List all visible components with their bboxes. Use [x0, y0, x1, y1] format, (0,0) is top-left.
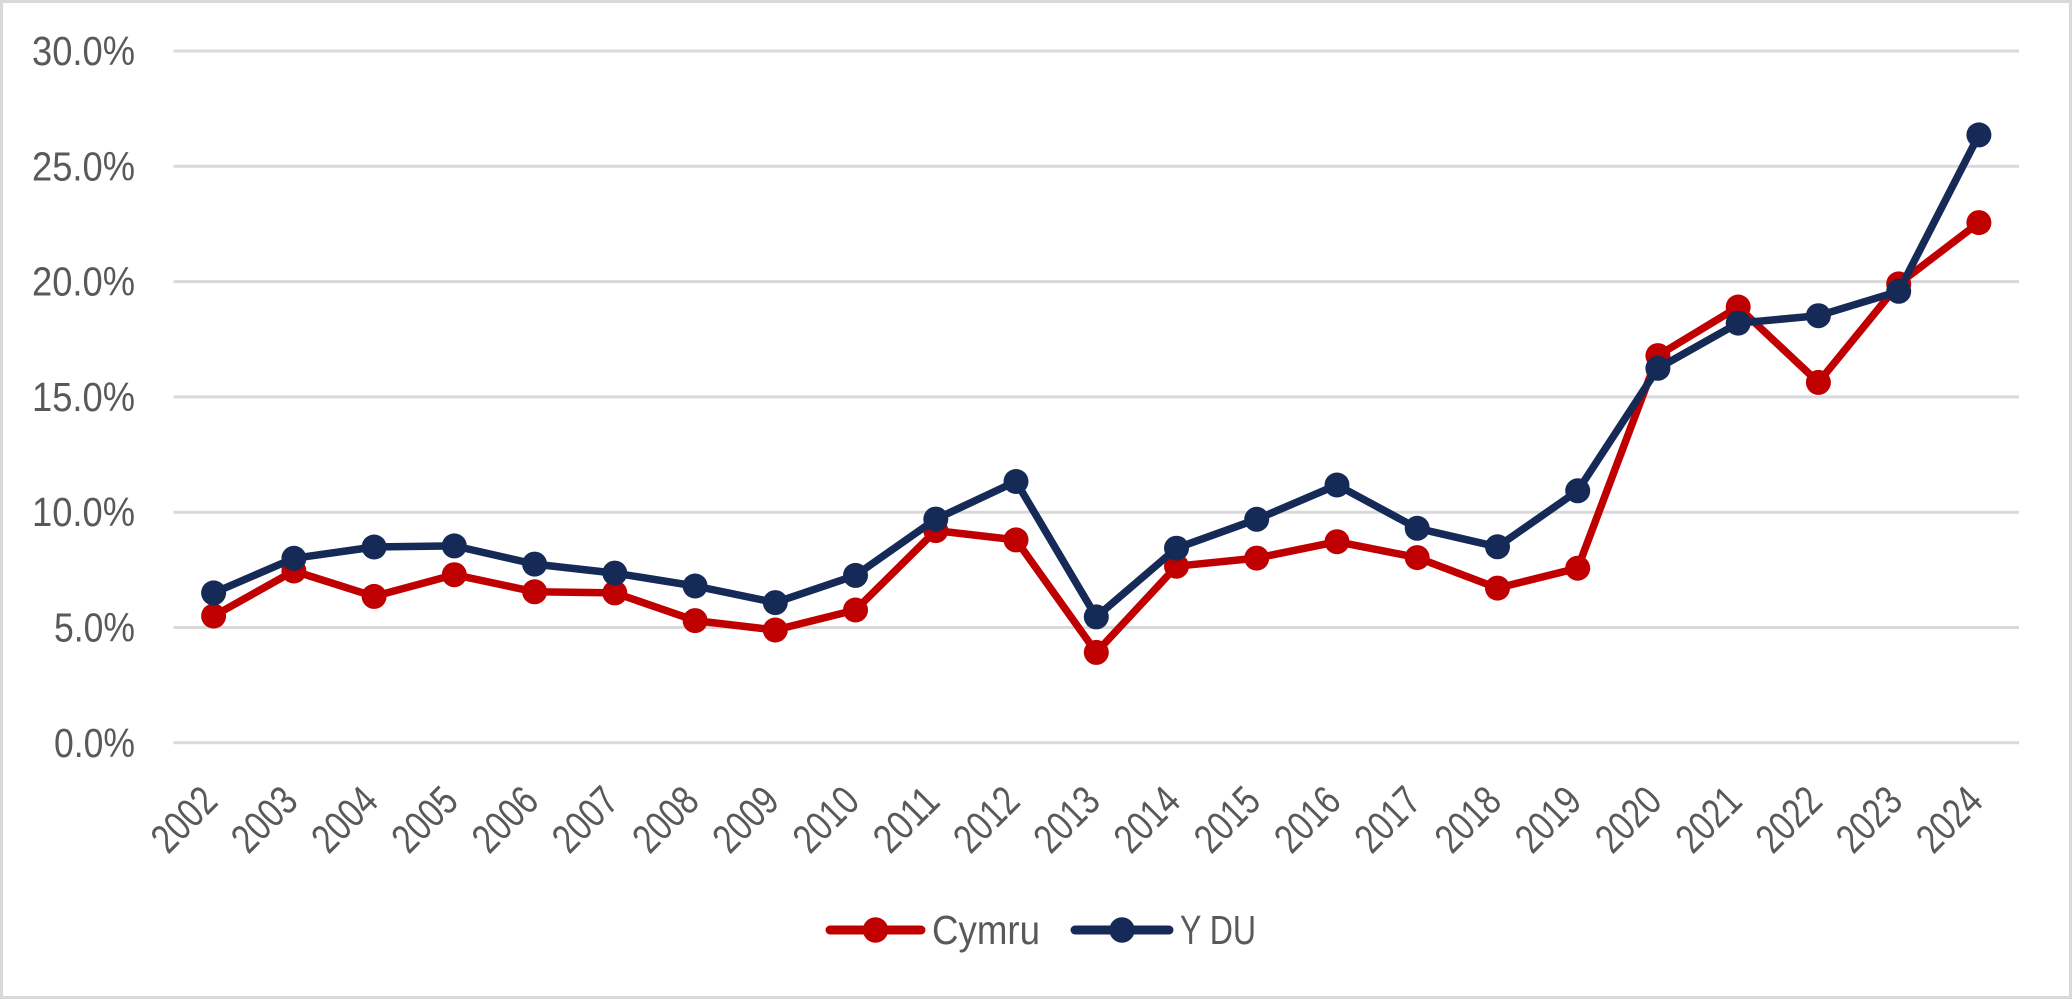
svg-text:Cymru: Cymru: [932, 907, 1040, 953]
svg-text:0.0%: 0.0%: [54, 720, 135, 766]
svg-text:20.0%: 20.0%: [32, 259, 135, 305]
svg-text:5.0%: 5.0%: [54, 605, 135, 651]
svg-text:25.0%: 25.0%: [32, 143, 135, 189]
svg-text:10.0%: 10.0%: [32, 489, 135, 535]
svg-text:Y DU: Y DU: [1180, 907, 1256, 953]
svg-text:30.0%: 30.0%: [32, 28, 135, 74]
svg-text:15.0%: 15.0%: [32, 374, 135, 420]
